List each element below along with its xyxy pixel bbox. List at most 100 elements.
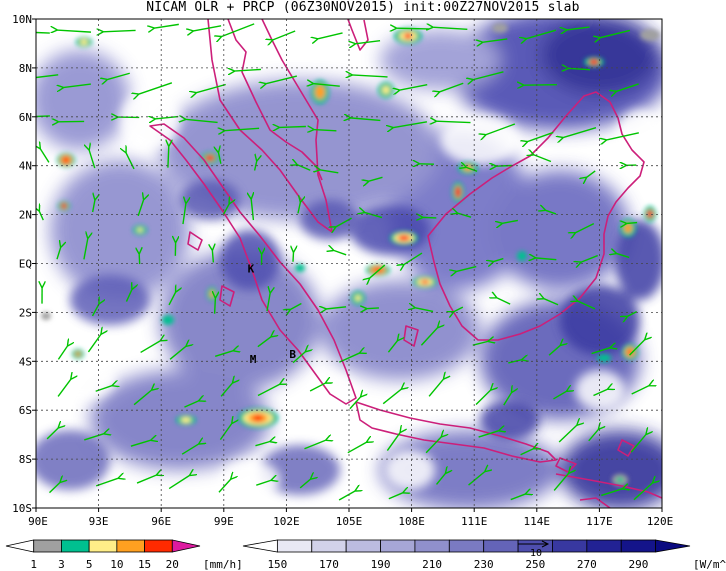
olr-colorbar-label: 150: [267, 558, 287, 571]
wind-vector: [39, 211, 44, 221]
wind-vector: [439, 82, 464, 92]
olr-colorbar-segment: [483, 539, 519, 553]
olr-colorbar: 150 170 190 210 230 250 270 290: [242, 539, 691, 571]
wind-vector: [91, 303, 100, 317]
wind-vector: [436, 121, 471, 122]
wind-vector: [137, 199, 144, 217]
wind-vector: [475, 390, 491, 405]
wind-vector: [196, 83, 226, 92]
wind-vector: [630, 434, 646, 453]
olr-colorbar-segment: [276, 539, 313, 553]
x-tick-label: 120E: [647, 515, 674, 528]
wind-vector: [279, 127, 306, 128]
wind-vector: [292, 351, 306, 364]
wind-vector: [485, 123, 516, 135]
wind-vector: [425, 436, 442, 454]
wind-vector: [633, 483, 653, 501]
wind-vector: [168, 292, 176, 306]
wind-vector: [212, 250, 213, 263]
wind-vector: [169, 346, 186, 360]
wind-vector: [586, 170, 596, 178]
wind-vector: [457, 213, 472, 218]
wind-vector: [364, 212, 383, 219]
location-marker: B: [289, 348, 296, 361]
wind-vector: [36, 74, 59, 79]
wind-vector: [272, 30, 296, 40]
x-tick-label: 99E: [214, 515, 234, 528]
wind-vector: [472, 341, 489, 346]
precip-colorbar-label: 5: [86, 558, 93, 571]
precip-colorbar-label: 1: [30, 558, 37, 571]
x-tick-label: 114E: [524, 515, 551, 528]
x-tick-label: 105E: [336, 515, 363, 528]
wind-vector: [399, 84, 428, 91]
wind-vector: [36, 115, 50, 118]
wind-vector: [626, 223, 638, 224]
y-tick-label: 6N: [19, 111, 32, 124]
olr-colorbar-label: 190: [371, 558, 391, 571]
wind-vector: [84, 434, 104, 441]
wind-vector: [83, 238, 88, 260]
wind-vector: [215, 351, 233, 358]
location-markers: K M B: [248, 262, 297, 365]
wind-vector: [48, 482, 60, 494]
wind-vector: [502, 219, 519, 223]
wind-vector: [139, 253, 140, 265]
y-tick-label: 10N: [12, 13, 32, 26]
wind-vector: [435, 473, 446, 485]
wind-vector: [125, 289, 132, 302]
wind-vector: [155, 117, 179, 119]
wind-vector: [591, 348, 611, 355]
wind-vector: [95, 478, 118, 487]
wind-vector: [266, 75, 298, 84]
precip-colorbar-segment: [171, 539, 201, 553]
y-tick-label: 4N: [19, 160, 32, 173]
precip-colorbar-label: 15: [138, 558, 151, 571]
olr-colorbar-segment: [242, 539, 278, 553]
wind-vector: [251, 199, 253, 221]
olr-colorbar-label: 250: [525, 558, 545, 571]
wind-vector: [154, 23, 179, 28]
olr-colorbar-label: 210: [422, 558, 442, 571]
wind-vector: [40, 148, 50, 163]
wind-vector: [350, 118, 381, 121]
olr-unit-label: [W/m^2]: [693, 558, 726, 571]
wind-vector: [496, 298, 511, 305]
wind-vector: [220, 383, 233, 397]
wind-vector: [224, 128, 260, 130]
wind-vector: [533, 155, 552, 163]
wind-vector: [46, 428, 58, 440]
wind-vector: [168, 475, 190, 490]
wind-vector: [133, 390, 152, 406]
wind-vector: [184, 401, 199, 408]
wind-vector: [428, 379, 444, 397]
wind-vector: [57, 379, 71, 397]
wind-vector: [255, 441, 270, 447]
y-tick-label: 8S: [19, 453, 32, 466]
precip-colorbar-label: 10: [110, 558, 123, 571]
wind-vector: [382, 389, 402, 405]
wind-vector: [577, 301, 596, 310]
wind-vector: [387, 340, 397, 353]
wind-vector: [347, 442, 367, 454]
wind-vector: [221, 23, 255, 37]
map-title: NICAM OLR + PRCP (06Z30NOV2015) init:00Z…: [146, 0, 580, 15]
wind-vector: [215, 298, 216, 314]
precip-colorbar-label: 3: [58, 558, 65, 571]
reference-vector: 10: [518, 540, 550, 559]
wind-vector: [388, 493, 403, 500]
wind-vector: [57, 30, 92, 32]
wind-vector: [234, 69, 262, 71]
wind-vector: [503, 392, 512, 406]
olr-colorbar-label: 270: [577, 558, 597, 571]
wind-vector: [182, 203, 186, 225]
wind-vector: [581, 254, 598, 263]
x-tick-label: 111E: [461, 515, 488, 528]
wind-vector: [415, 308, 434, 313]
x-tick-label: 90E: [28, 515, 48, 528]
wind-vector: [631, 385, 650, 395]
wind-vector: [543, 298, 559, 306]
wind-vector: [606, 132, 639, 140]
wind-vector: [89, 150, 96, 169]
wind-vector: [181, 444, 199, 455]
